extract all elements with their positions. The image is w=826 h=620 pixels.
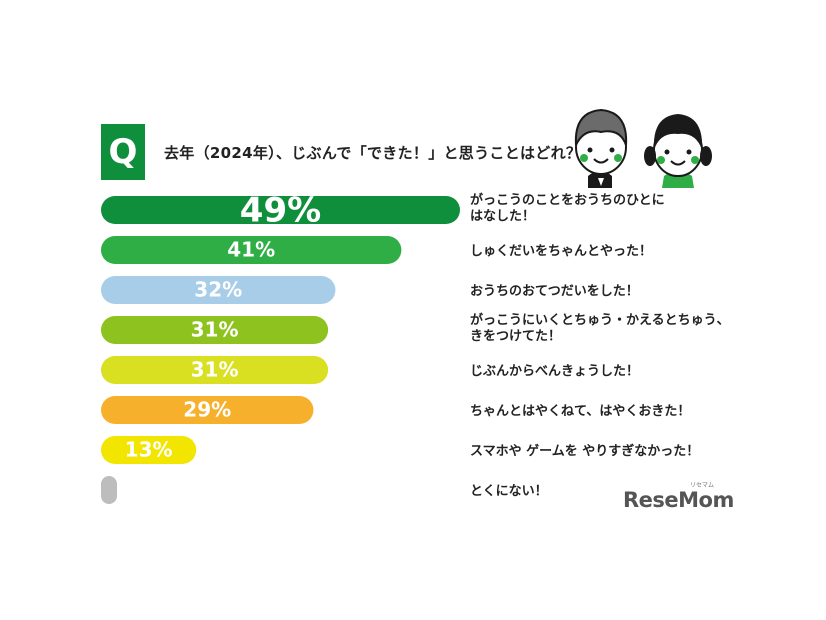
bar-value-label-5: 31% [191,358,239,382]
bar-value-label-8: 3% [141,478,175,502]
category-label-1: がっこうのことをおうちのひとにはなした！ [470,192,665,224]
category-label-5: じぶんからべんきょうした！ [470,364,639,379]
category-label-3: おうちのおてつだいをした！ [470,284,639,299]
bar-value-label-6: 29% [183,398,231,422]
category-label-6: ちゃんとはやくねて、はやくおきた！ [470,404,690,419]
bar-value-label-2: 41% [227,238,275,262]
bar-7 [101,436,197,464]
bars-layer: 49% がっこうのことをおうちのひとにはなした！ 41% しゅくだいをちゃんとやった！… [101,191,730,504]
resemom-logo-kana: リセマム [690,482,715,489]
category-label-4: がっこうにいくとちゅう・かえるとちゅう、きをつけてた！ [470,312,730,344]
category-label-2: しゅくだいをちゃんとやった！ [470,244,652,259]
bar-5 [101,356,329,384]
bar-value-label-4: 31% [191,318,239,342]
question-title: 去年（2024年）、じぶんで「できた！」と思うことはどれ？ [164,144,582,162]
girl-illustration-icon [644,114,712,188]
bar-3 [101,276,336,304]
resemom-logo: ReseMom [623,488,734,512]
category-label-7: スマホや ゲームを やりすぎなかった！ [470,443,699,459]
boy-illustration-icon [574,108,628,188]
bar-value-label-1: 49% [240,191,321,231]
bar-8 [101,476,117,504]
bar-value-label-3: 32% [194,278,242,302]
bar-value-label-7: 13% [125,438,173,462]
bar-4 [101,316,329,344]
question-badge: Q [101,124,145,180]
bar-1 [101,196,460,224]
bar-6 [101,396,314,424]
category-label-8: とくにない！ [470,484,548,499]
children-illustration [574,108,712,188]
bar-2 [101,236,402,264]
